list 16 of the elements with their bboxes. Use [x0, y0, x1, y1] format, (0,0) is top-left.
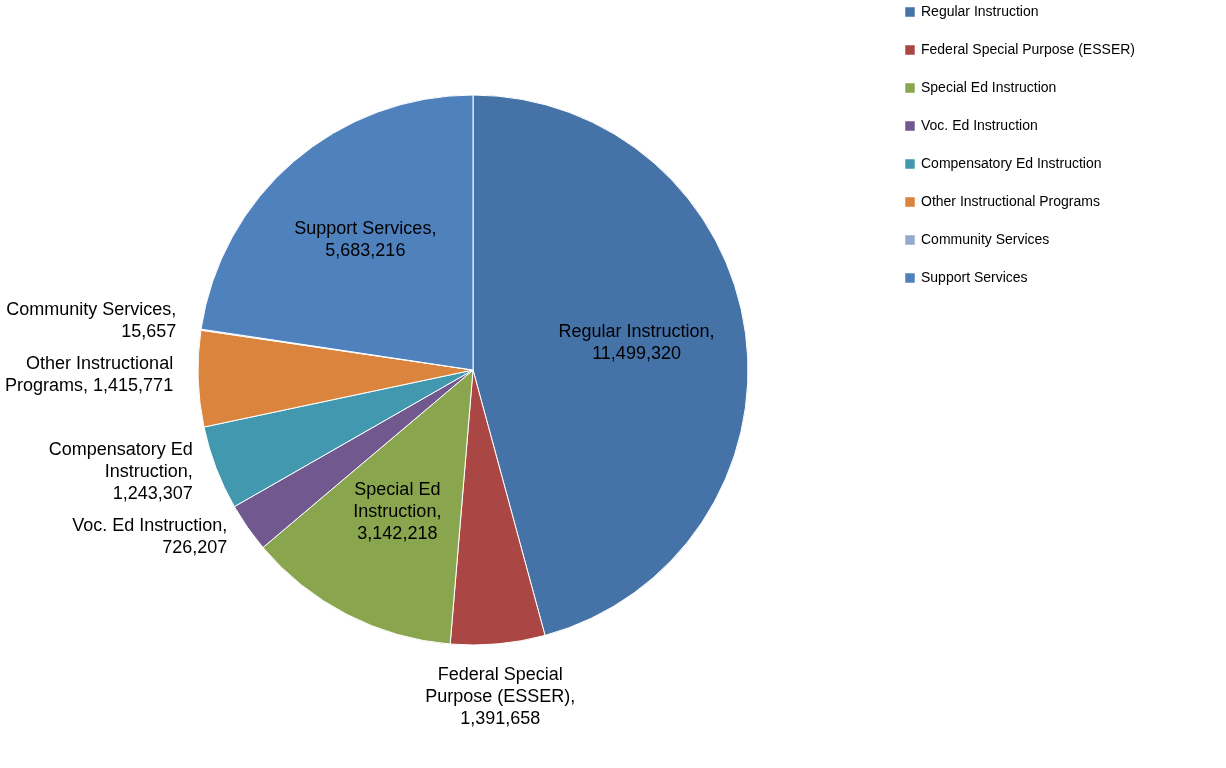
legend-label: Federal Special Purpose (ESSER) [921, 41, 1135, 57]
data-label: Compensatory Ed Instruction, 1,243,307 [48, 438, 193, 503]
legend-label: Community Services [921, 231, 1050, 247]
legend-label: Special Ed Instruction [921, 79, 1057, 95]
data-label: Other Instructional Programs, 1,415,771 [5, 352, 174, 395]
legend-label: Compensatory Ed Instruction [921, 155, 1102, 171]
legend-label: Regular Instruction [921, 3, 1039, 19]
data-label: Community Services, 15,657 [6, 299, 177, 342]
data-label: Voc. Ed Instruction, 726,207 [72, 515, 228, 558]
data-label: Special Ed Instruction, 3,142,218 [353, 478, 442, 543]
legend-label: Other Instructional Programs [921, 193, 1100, 209]
data-label: Federal Special Purpose (ESSER), 1,391,658 [425, 663, 576, 728]
data-label: Support Services, 5,683,216 [294, 217, 437, 260]
data-label: Regular Instruction, 11,499,320 [558, 321, 715, 364]
legend-label: Voc. Ed Instruction [921, 117, 1038, 133]
legend-label: Support Services [921, 269, 1028, 285]
